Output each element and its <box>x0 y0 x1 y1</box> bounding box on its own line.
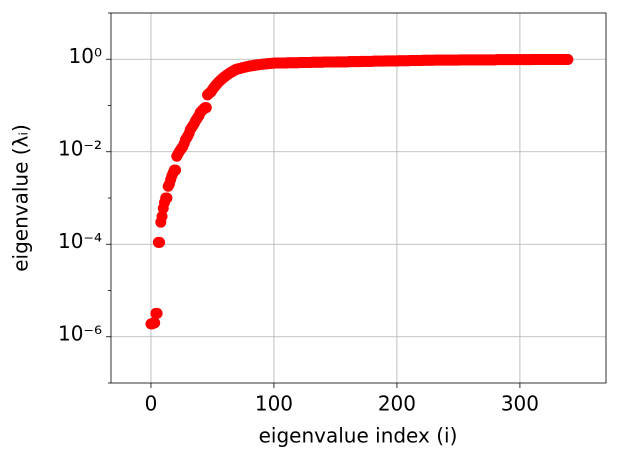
y-tick-label: 10⁻⁶ <box>58 321 102 345</box>
point <box>161 192 173 204</box>
y-tick-label: 10⁰ <box>69 44 102 68</box>
x-tick-label: 0 <box>145 392 158 416</box>
point <box>151 307 163 319</box>
x-axis-label: eigenvalue index (i) <box>259 424 458 448</box>
y-tick-label: 10⁻⁴ <box>58 229 102 253</box>
point <box>200 102 212 114</box>
x-tick-label: 300 <box>501 392 539 416</box>
plot-frame <box>110 12 607 384</box>
point <box>562 53 574 65</box>
point <box>154 236 166 248</box>
point <box>156 210 168 222</box>
y-tick-label: 10⁻² <box>58 136 102 160</box>
x-tick-label: 100 <box>255 392 293 416</box>
point <box>170 164 182 176</box>
y-axis-label: eigenvalue (λᵢ) <box>9 124 33 272</box>
point <box>149 317 161 329</box>
x-tick-label: 200 <box>378 392 416 416</box>
